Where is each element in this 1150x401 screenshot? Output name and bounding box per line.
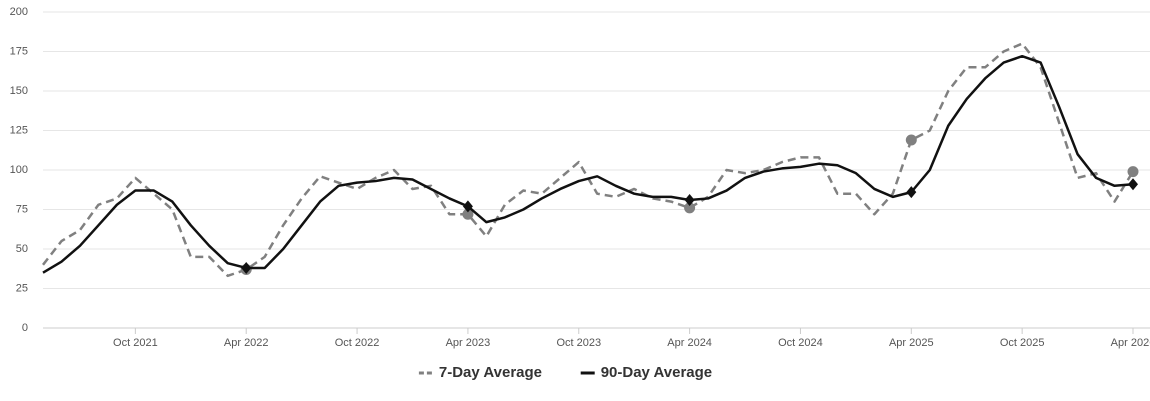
- legend-label: 90-Day Average: [601, 364, 712, 381]
- x-tick-label: Apr 2025: [889, 337, 934, 349]
- y-tick-label: 100: [10, 164, 28, 176]
- y-tick-label: 125: [10, 124, 28, 136]
- x-tick-label: Oct 2022: [335, 337, 380, 349]
- x-tick-label: Apr 2026: [1111, 337, 1150, 349]
- point-marker: [241, 261, 252, 274]
- point-marker: [1128, 178, 1138, 191]
- legend-label: 7-Day Average: [439, 364, 542, 381]
- y-tick-label: 200: [10, 6, 28, 18]
- point-marker: [462, 200, 473, 213]
- y-tick-label: 150: [10, 85, 28, 97]
- series-line: [42, 54, 1134, 274]
- x-tick-label: Oct 2023: [556, 337, 601, 349]
- y-tick-label: 75: [16, 203, 28, 215]
- x-tick-label: Oct 2024: [778, 337, 823, 349]
- point-marker: [684, 194, 695, 207]
- y-tick-label: 175: [10, 45, 28, 57]
- y-tick-label: 50: [16, 243, 28, 255]
- x-tick-label: Apr 2022: [224, 337, 269, 349]
- x-tick-label: Apr 2024: [667, 337, 712, 349]
- x-tick-label: Oct 2021: [113, 337, 158, 349]
- point-marker: [1127, 166, 1139, 178]
- y-tick-label: 0: [22, 322, 28, 334]
- point-marker: [684, 202, 696, 214]
- y-tick-label: 25: [16, 282, 28, 294]
- x-tick-label: Apr 2023: [446, 337, 491, 349]
- point-marker: [462, 208, 474, 220]
- point-marker: [906, 186, 917, 199]
- x-tick-label: Oct 2025: [1000, 337, 1045, 349]
- point-marker: [905, 134, 917, 146]
